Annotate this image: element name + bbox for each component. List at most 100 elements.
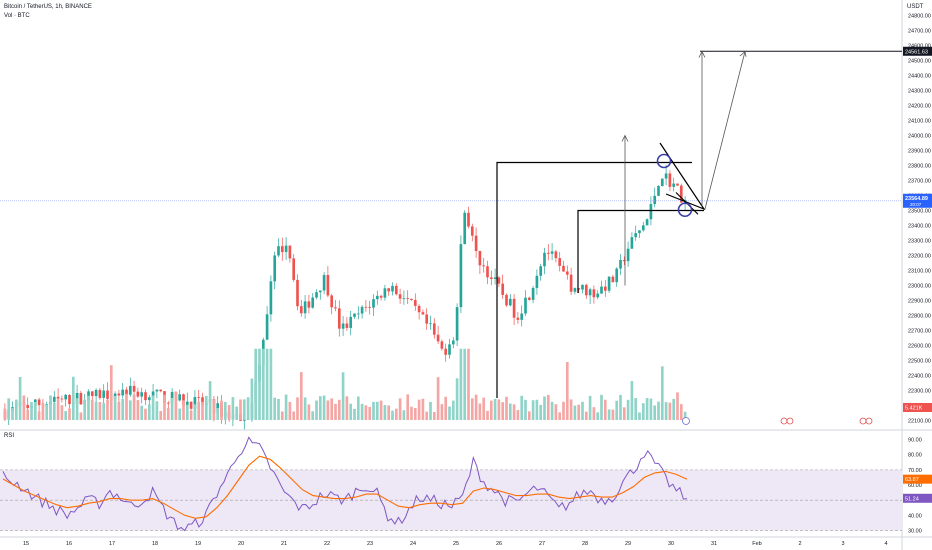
price-tick-22: 22600.00 — [908, 344, 931, 350]
volume-bar — [170, 397, 174, 420]
candle-body — [106, 390, 109, 399]
candle-body — [577, 288, 581, 290]
volume-bar — [79, 412, 83, 420]
volume-bar — [558, 412, 562, 420]
candle-body — [600, 286, 603, 294]
volume-bar — [448, 406, 451, 420]
symbol-legend[interactable]: Bitcoin / TetherUS, 1h, BINANCE — [4, 4, 92, 10]
rsi-legend[interactable]: RSI — [4, 433, 15, 439]
volume-bar — [26, 409, 30, 420]
candle-body — [603, 286, 607, 291]
candle-body — [524, 297, 527, 314]
volume-bar — [436, 377, 440, 420]
candle-body — [387, 288, 391, 292]
volume-bar — [641, 403, 645, 420]
rsi-ma-value: 63.87 — [905, 477, 919, 483]
flag-icon[interactable] — [786, 417, 794, 425]
price-tick-20: 22800.00 — [908, 314, 931, 320]
volume-bar — [451, 400, 455, 420]
candle-body — [588, 289, 592, 296]
volume-bar — [543, 396, 546, 420]
price-tick-9: 23900.00 — [908, 149, 931, 155]
volume-bar — [622, 407, 626, 420]
candle-body — [660, 178, 664, 187]
volume-bar — [121, 398, 125, 420]
candle-body — [273, 255, 277, 282]
volume-bar — [132, 394, 136, 420]
volume-bar — [531, 400, 535, 420]
volume-bar — [197, 401, 201, 420]
candle-body — [52, 396, 56, 402]
candle-body — [79, 392, 83, 405]
volume-bar — [573, 405, 577, 420]
volume-bar — [672, 398, 676, 420]
candle-body — [402, 298, 406, 300]
volume-bar — [626, 399, 630, 420]
volume-bar — [413, 408, 417, 420]
circle-marker-bottom[interactable] — [677, 202, 693, 218]
candle-body — [592, 289, 596, 298]
candle-body — [497, 277, 501, 284]
volume-bar — [311, 411, 315, 420]
support-line[interactable] — [577, 209, 704, 294]
candle-body — [527, 297, 531, 300]
volume-bar — [117, 402, 121, 420]
volume-bar — [277, 399, 280, 420]
target-price-label: 24561.63 — [905, 49, 928, 55]
volume-bar — [501, 402, 505, 420]
volume-bar — [208, 381, 212, 420]
volume-legend[interactable]: Vol · BTC — [4, 13, 30, 19]
candle-body — [493, 277, 497, 280]
candle-body — [288, 245, 292, 259]
volume-bar — [577, 404, 581, 420]
volume-bar — [75, 398, 79, 420]
triangle-pattern[interactable] — [659, 142, 706, 211]
volume-bar — [649, 398, 653, 420]
projection-arrow-right[interactable] — [704, 51, 746, 210]
circle-marker-top[interactable] — [656, 153, 672, 169]
candle-body — [311, 297, 315, 308]
volume-bar — [7, 398, 11, 420]
flag-icon[interactable] — [865, 417, 873, 425]
volume-bar — [37, 411, 41, 420]
candle-body — [501, 283, 505, 295]
volume-bar — [391, 410, 394, 420]
flag-icon[interactable] — [859, 417, 867, 425]
candle-body — [508, 298, 512, 306]
volume-bar — [330, 398, 334, 420]
candle-body — [398, 294, 402, 299]
volume-bar — [592, 407, 596, 420]
candle-body — [303, 301, 307, 314]
candle-body — [668, 173, 672, 187]
candle-body — [634, 233, 638, 238]
candle-body — [265, 314, 269, 340]
candle-body — [467, 212, 470, 227]
volume-bar — [505, 396, 508, 420]
time-axis-label-5: 20 — [238, 541, 244, 547]
volume-bar — [535, 399, 539, 420]
resistance-line[interactable] — [496, 161, 692, 399]
volume-bar — [615, 400, 619, 420]
candle-body — [292, 258, 296, 280]
volume-bar — [341, 372, 345, 420]
volume-bar — [155, 401, 159, 420]
volume-bar — [45, 404, 49, 420]
rsi-tick-3: 60.00 — [908, 483, 922, 489]
volume-bar — [375, 401, 379, 420]
volume-bar — [140, 405, 144, 420]
candle-body — [307, 301, 311, 308]
candle-body — [353, 313, 356, 317]
candle-body — [455, 307, 459, 341]
volume-bar — [250, 378, 254, 420]
candle-body — [299, 306, 303, 314]
event-marker[interactable] — [682, 417, 690, 425]
candle-body — [269, 281, 273, 315]
candle-body — [463, 212, 467, 245]
flag-icon[interactable] — [780, 417, 788, 425]
candle-body — [375, 295, 379, 300]
candle-body — [649, 204, 653, 220]
candle-body — [37, 399, 41, 406]
volume-bar — [174, 391, 178, 420]
price-tick-21: 22700.00 — [908, 329, 931, 335]
